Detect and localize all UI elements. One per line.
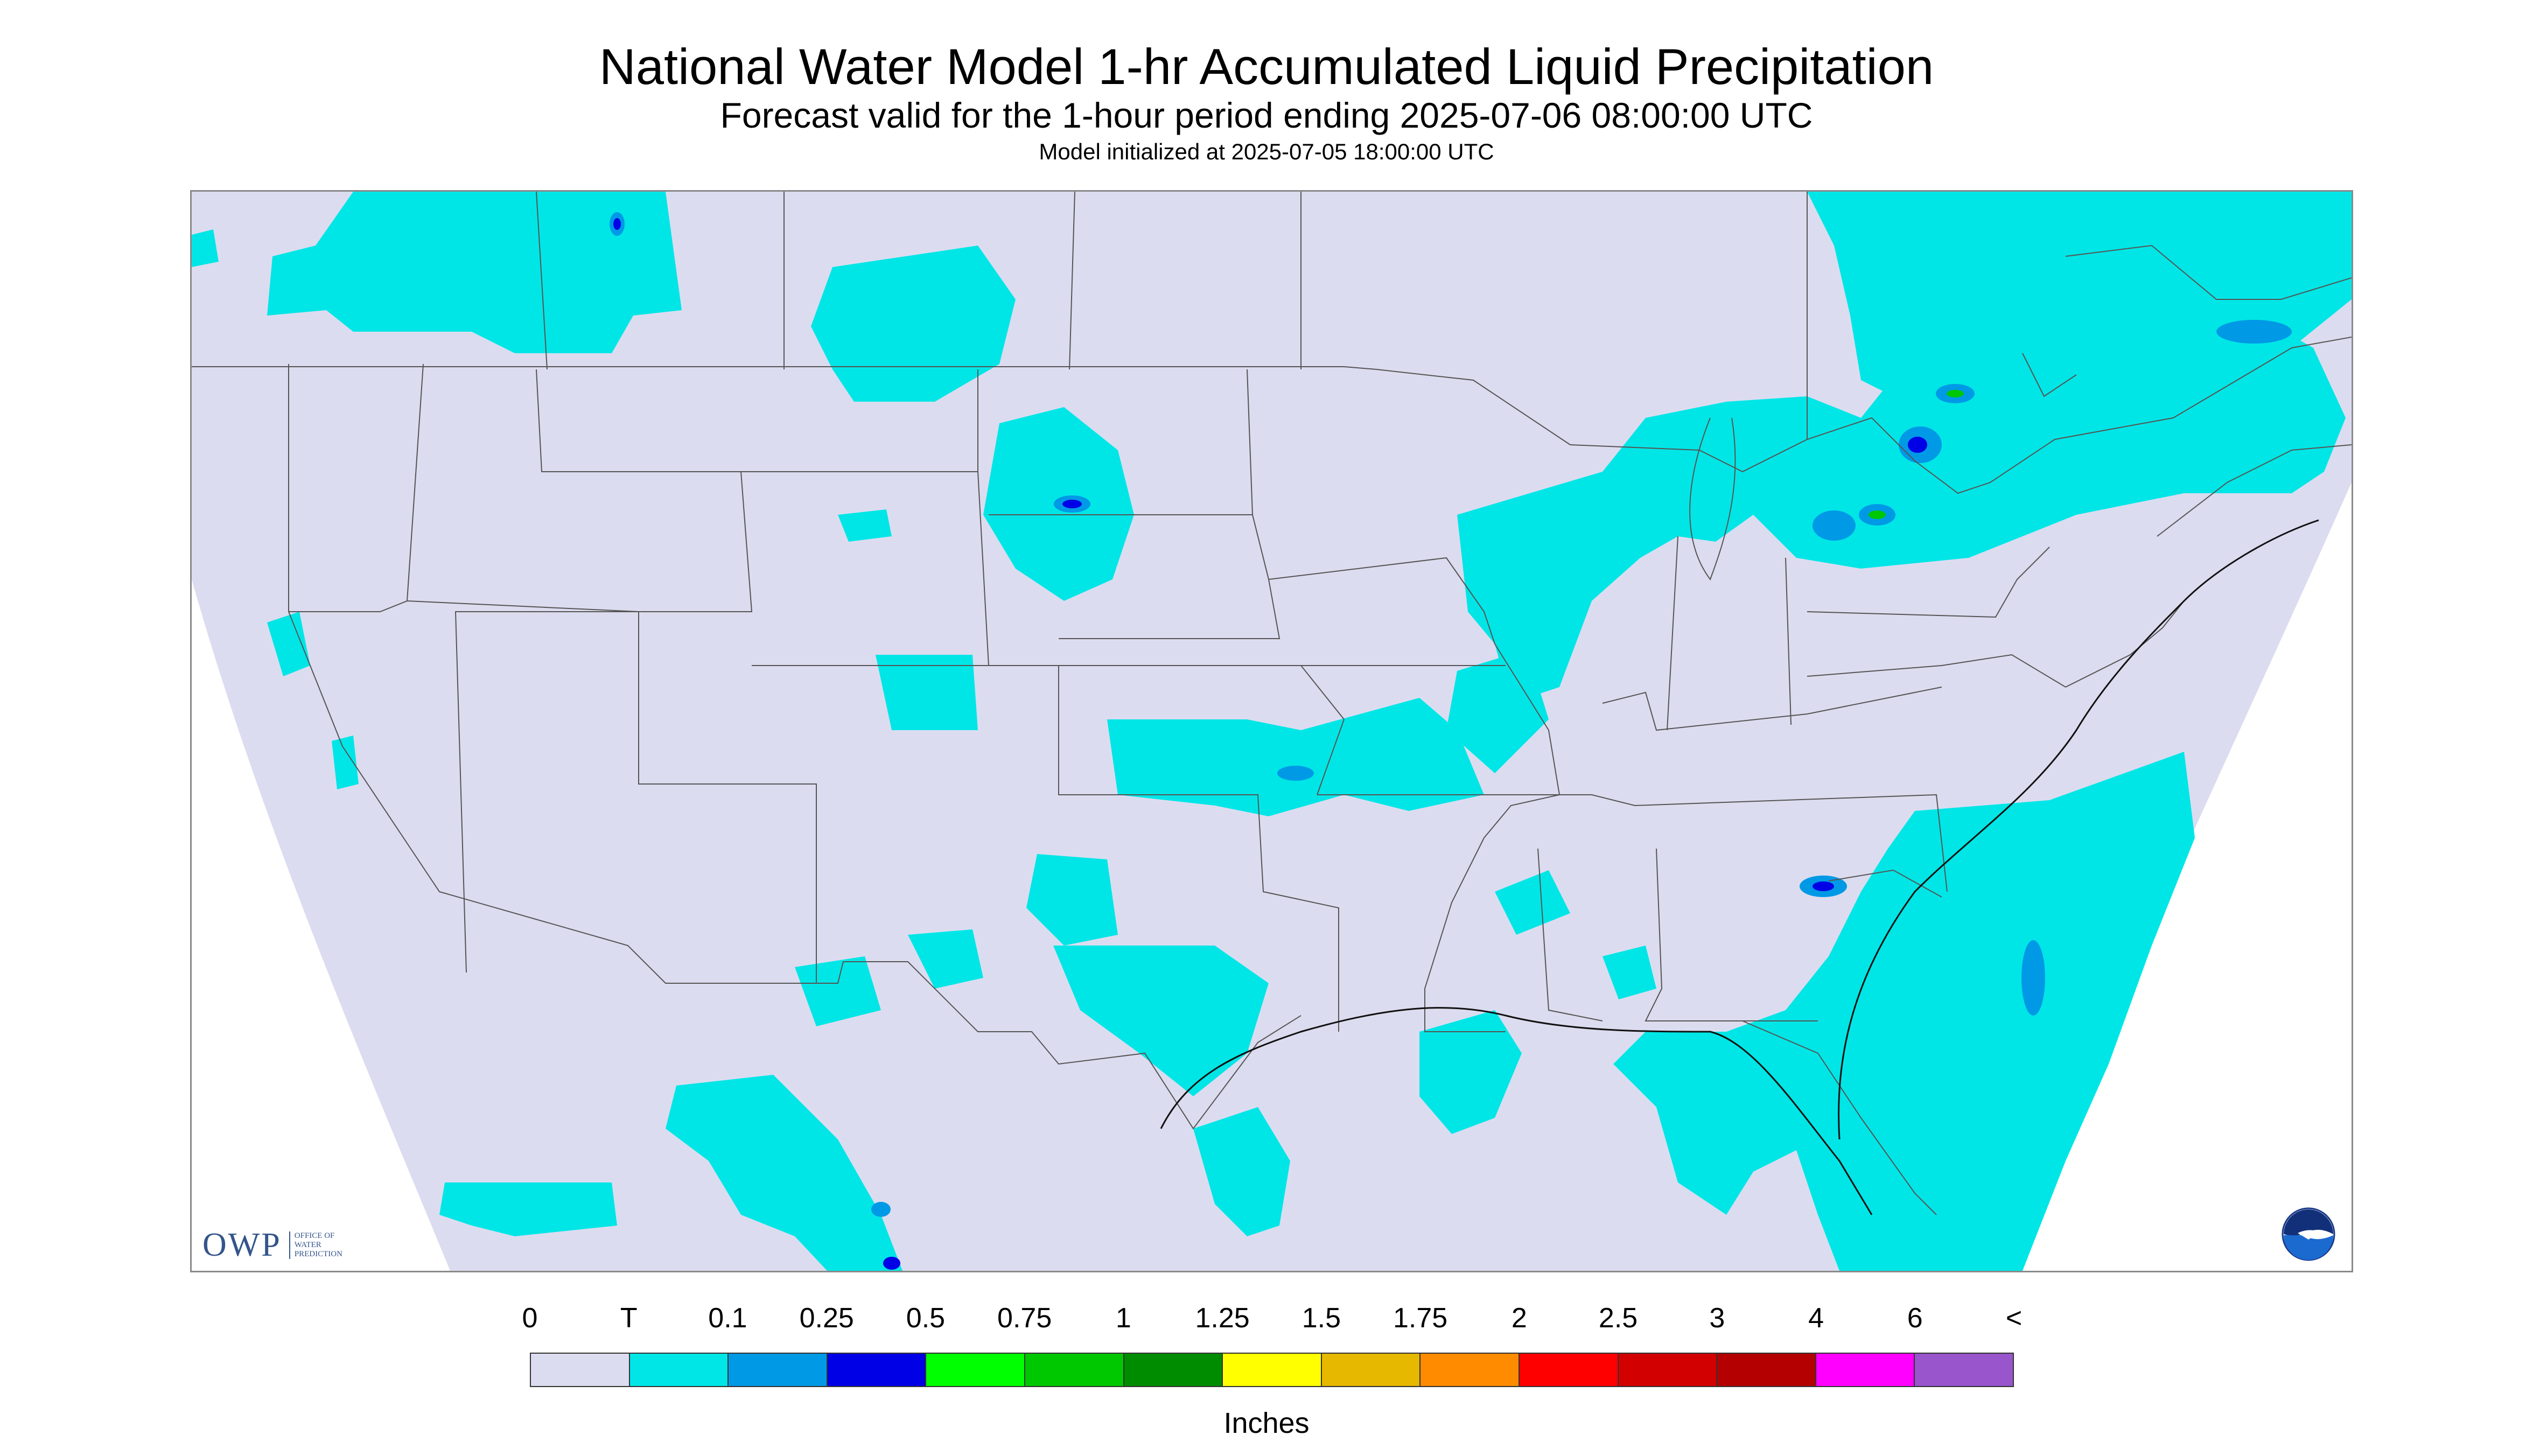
legend-label: 0.5	[906, 1303, 946, 1334]
legend-label: 3	[1709, 1303, 1725, 1334]
legend-label: 0	[522, 1303, 538, 1334]
model-init-note: Model initialized at 2025-07-05 18:00:00…	[1039, 139, 1494, 164]
legend-swatch	[531, 1354, 630, 1386]
legend-swatch	[1717, 1354, 1816, 1386]
noaa-logo-icon	[2282, 1207, 2335, 1261]
legend-label: 2.5	[1598, 1303, 1638, 1334]
legend-label: 0.1	[708, 1303, 747, 1334]
owp-logo: OWP OFFICE OF WATER PREDICTION	[202, 1226, 342, 1264]
legend-label: 0.75	[997, 1303, 1052, 1334]
legend-swatch	[1124, 1354, 1223, 1386]
legend-swatch	[729, 1354, 828, 1386]
legend-swatch	[1025, 1354, 1124, 1386]
map-subtitle: Forecast valid for the 1-hour period end…	[720, 95, 1813, 135]
legend-swatch	[1421, 1354, 1520, 1386]
map-canvas	[192, 192, 2352, 1271]
legend-swatch	[1519, 1354, 1619, 1386]
legend-label: 6	[1907, 1303, 1923, 1334]
legend-swatch	[1816, 1354, 1915, 1386]
precipitation-map: OWP OFFICE OF WATER PREDICTION	[190, 190, 2353, 1272]
legend-label: 0.25	[799, 1303, 854, 1334]
legend-units-label: Inches	[1223, 1407, 1310, 1439]
legend-label: 1.25	[1195, 1303, 1250, 1334]
legend-swatch	[1915, 1354, 2013, 1386]
legend-label: 1.5	[1302, 1303, 1341, 1334]
legend-swatch	[629, 1354, 729, 1386]
legend-swatch	[1223, 1354, 1322, 1386]
legend-label: 2	[1511, 1303, 1527, 1334]
legend-label: <	[2005, 1303, 2023, 1334]
legend-labels: 0 T 0.1 0.25 0.5 0.75 1 1.25 1.5 1.75 2 2.5 3 4 6 <	[522, 1302, 2023, 1340]
map-boundaries	[192, 192, 2352, 1215]
owp-logo-subtext: OFFICE OF WATER PREDICTION	[289, 1231, 342, 1259]
heavier-precip-cores	[610, 212, 2292, 1270]
legend-label: T	[620, 1303, 638, 1334]
legend-label: 1	[1115, 1303, 1131, 1334]
legend-swatch	[1321, 1354, 1421, 1386]
owp-logo-text: OWP	[202, 1227, 282, 1263]
legend-swatch	[827, 1354, 927, 1386]
legend-label: 1.75	[1393, 1303, 1448, 1334]
legend-label: 4	[1808, 1303, 1824, 1334]
map-title: National Water Model 1-hr Accumulated Li…	[599, 38, 1934, 95]
legend-color-bar	[530, 1353, 2014, 1387]
coastline	[1160, 519, 2319, 1215]
legend-swatch	[926, 1354, 1025, 1386]
legend-swatch	[1618, 1354, 1718, 1386]
